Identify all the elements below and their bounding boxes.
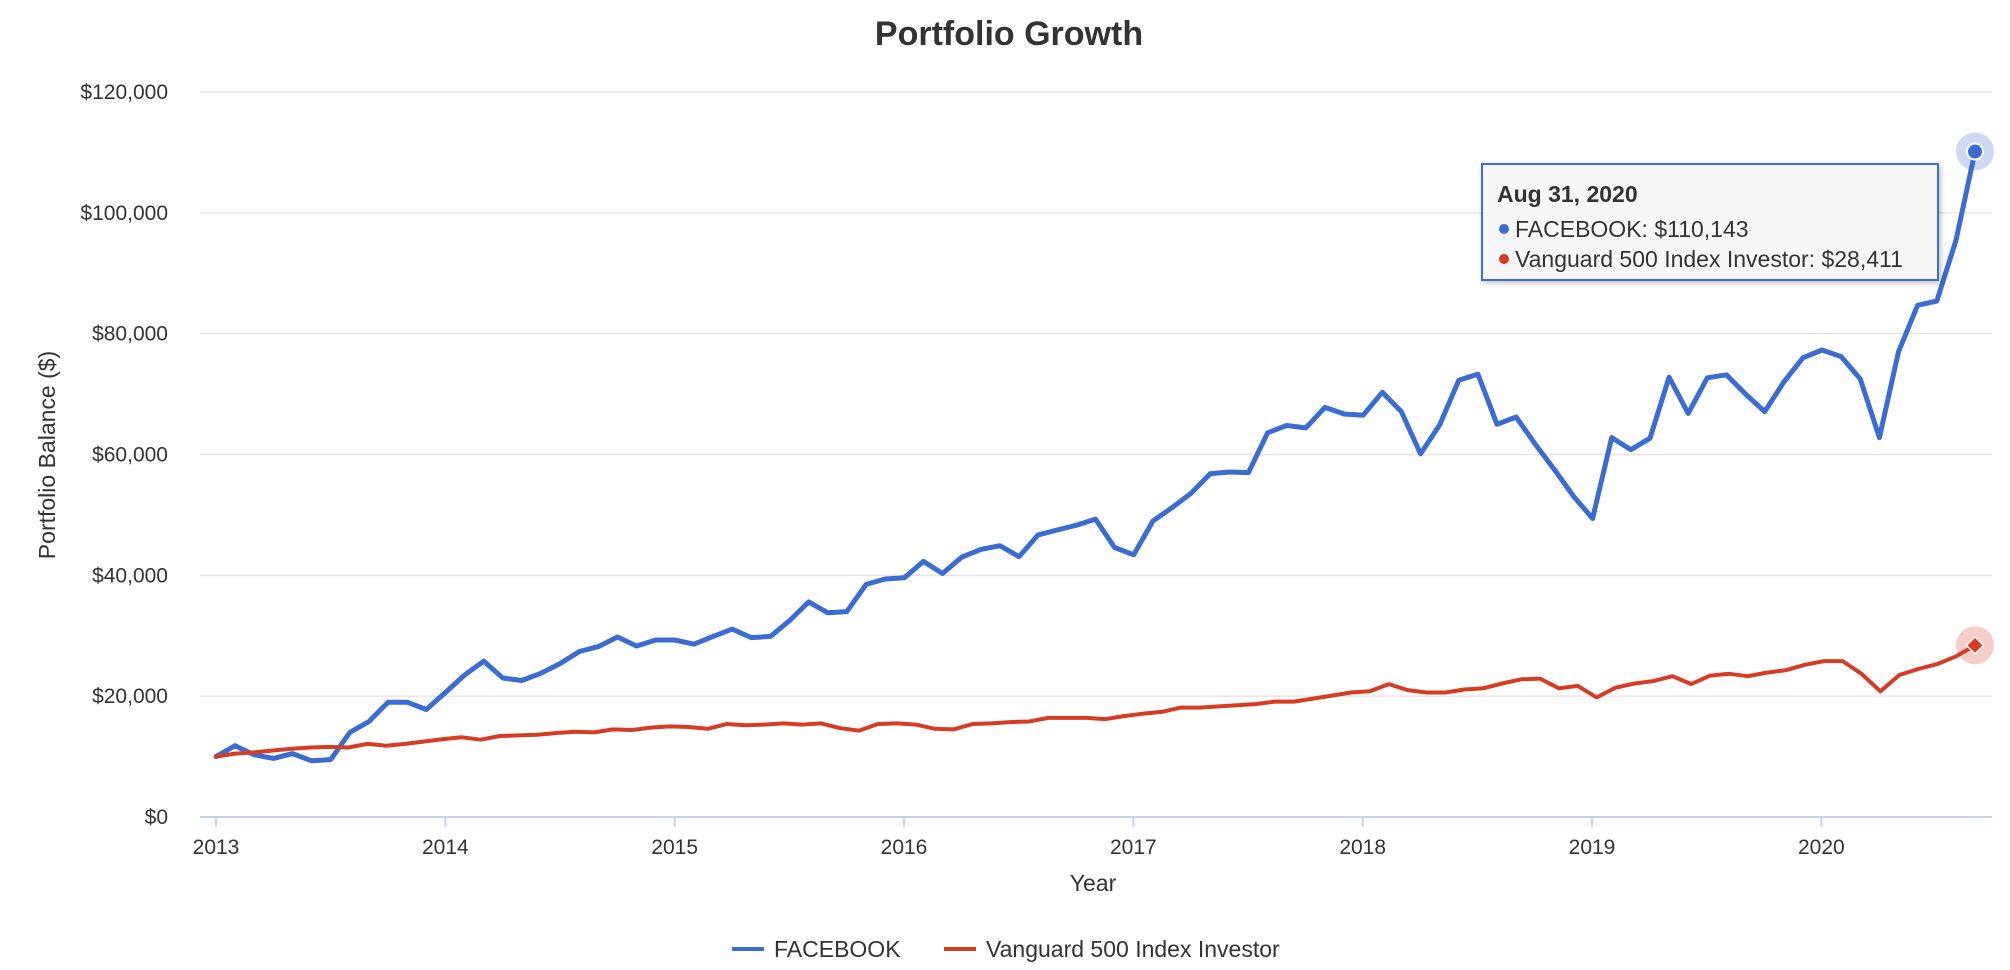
y-axis-title: Portfolio Balance ($) — [34, 351, 60, 559]
y-tick-label: $80,000 — [92, 323, 168, 346]
chart-title: Portfolio Growth — [875, 15, 1143, 53]
x-tick-label: 2018 — [1339, 836, 1386, 859]
x-tick-label: 2015 — [651, 836, 698, 859]
x-tick-label: 2020 — [1798, 836, 1845, 859]
series-line-vanguard — [214, 643, 1977, 759]
x-axis-title: Year — [1070, 870, 1117, 896]
legend-label-vanguard: Vanguard 500 Index Investor — [986, 936, 1280, 962]
series-line-facebook — [213, 149, 1978, 764]
x-tick-label: 2013 — [193, 836, 240, 859]
vanguard-hover-point — [1965, 635, 1985, 655]
y-tick-label: $60,000 — [92, 444, 168, 467]
y-tick-label: $100,000 — [80, 202, 168, 225]
x-tick-label: 2016 — [881, 836, 928, 859]
y-tick-label: $0 — [145, 806, 168, 829]
facebook-dot-icon — [1499, 224, 1509, 235]
x-tick-label: 2014 — [422, 836, 469, 859]
facebook-hover-point — [1966, 142, 1984, 161]
x-tick-label: 2017 — [1110, 836, 1157, 859]
y-tick-label: $40,000 — [92, 564, 168, 587]
legend-label-facebook: FACEBOOK — [774, 936, 901, 962]
tooltip-facebook-value: FACEBOOK: $110,143 — [1515, 216, 1749, 242]
tooltip-row-vanguard: Vanguard 500 Index Investor: $28,411 — [1497, 244, 1923, 274]
tooltip-row-facebook: FACEBOOK: $110,143 — [1497, 214, 1923, 244]
vanguard-dot-icon — [1499, 254, 1509, 265]
x-tick-label: 2019 — [1569, 836, 1616, 859]
y-tick-label: $20,000 — [92, 685, 168, 708]
tooltip-vanguard-value: Vanguard 500 Index Investor: $28,411 — [1515, 246, 1903, 272]
hover-tooltip: Aug 31, 2020 FACEBOOK: $110,143 Vanguard… — [1481, 163, 1939, 281]
tooltip-date: Aug 31, 2020 — [1497, 181, 1638, 207]
y-tick-label: $120,000 — [80, 81, 168, 104]
